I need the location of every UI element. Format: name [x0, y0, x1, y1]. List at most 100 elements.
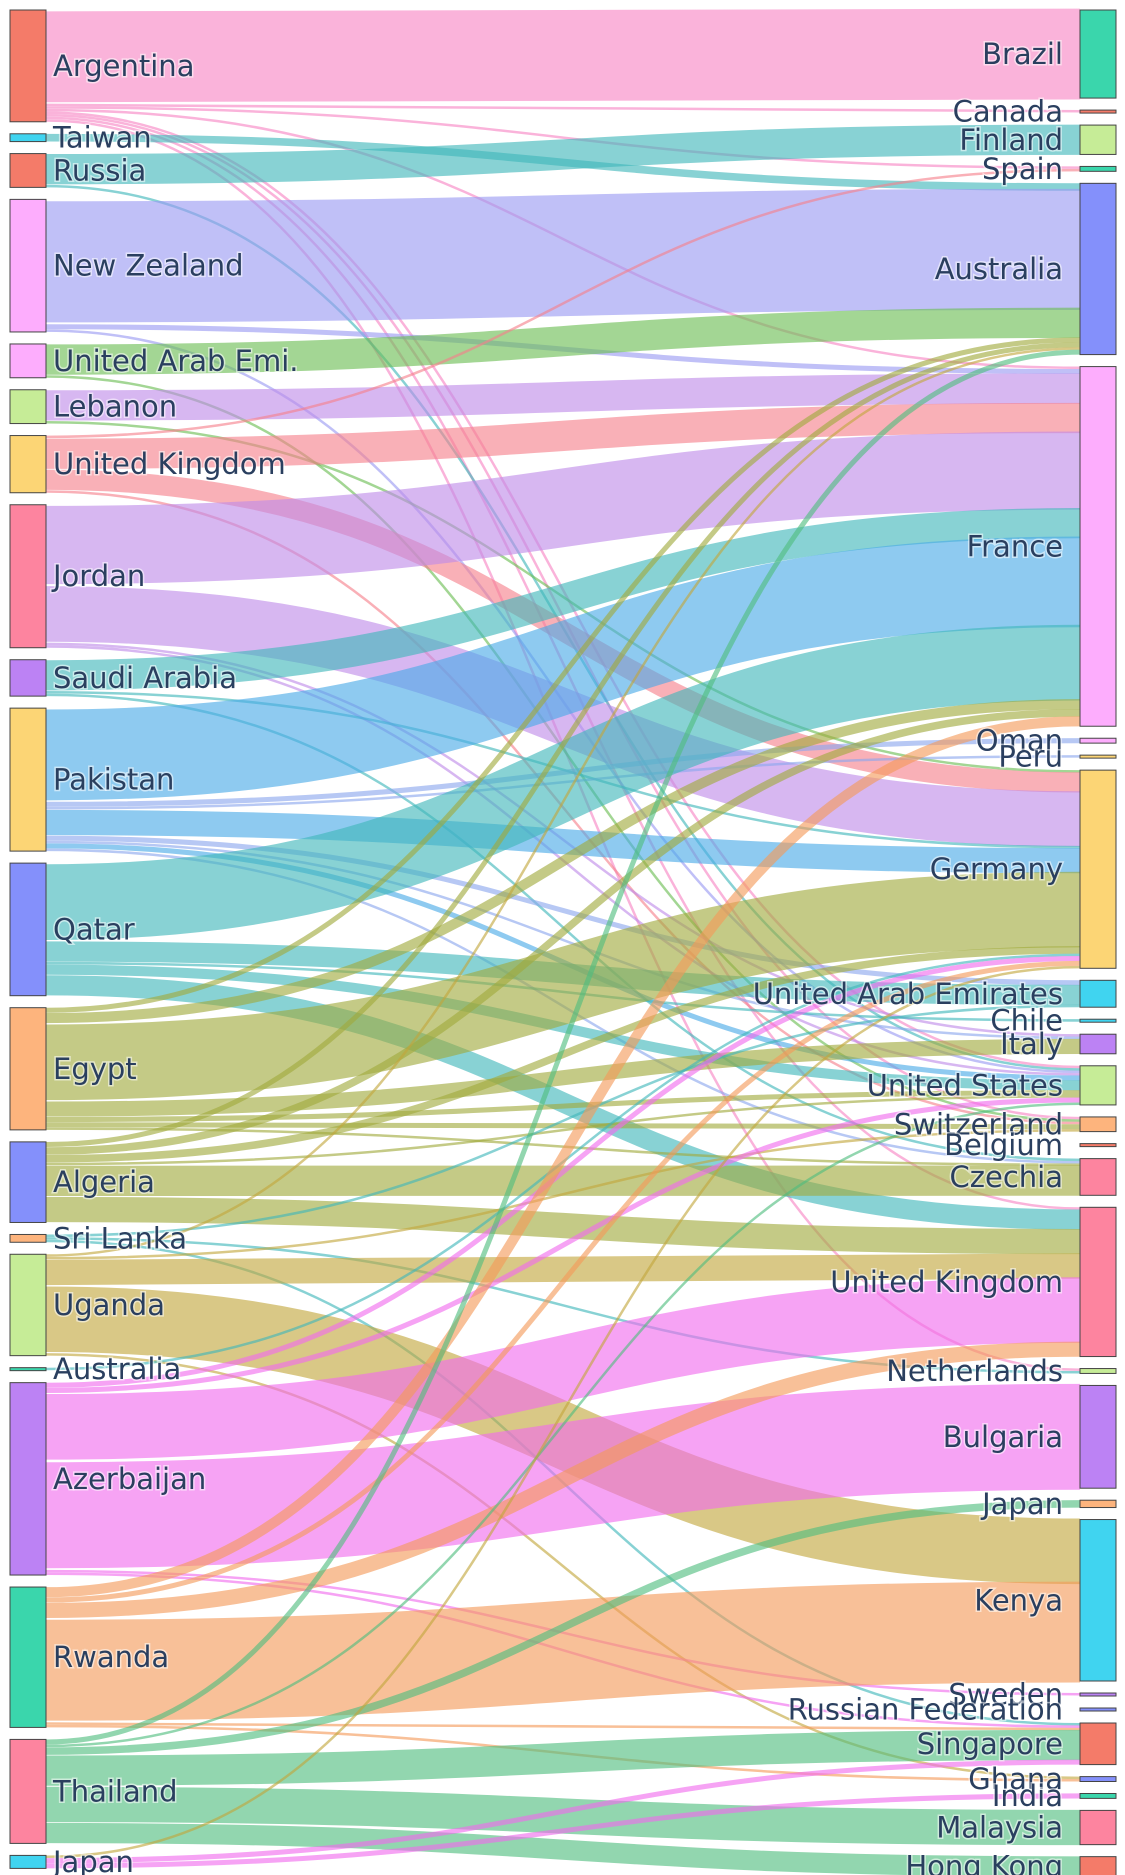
link-egypt-to-germany[interactable]	[45, 871, 1081, 1101]
link-thailand-to-singapore[interactable]	[45, 1729, 1081, 1786]
link-jordan-to-france[interactable]	[45, 431, 1081, 585]
link-uganda-to-united-kingdom[interactable]	[45, 1253, 1081, 1286]
target-node-france[interactable]	[1079, 366, 1117, 727]
link-argentina-to-canada[interactable]	[45, 103, 1081, 113]
source-node-algeria[interactable]	[9, 1141, 47, 1223]
link-rwanda-to-germany[interactable]	[45, 960, 1081, 1603]
target-node-spain[interactable]	[1079, 165, 1117, 172]
source-node-united-kingdom[interactable]	[9, 435, 47, 494]
target-node-united-arab-emirates[interactable]	[1079, 979, 1117, 1008]
link-thailand-to-japan[interactable]	[45, 1500, 1081, 1755]
target-node-italy[interactable]	[1079, 1033, 1117, 1055]
target-node-germany[interactable]	[1079, 769, 1117, 969]
target-node-hong-kong[interactable]	[1079, 1856, 1117, 1875]
target-node-netherlands[interactable]	[1079, 1368, 1117, 1374]
source-label-egypt: Egypt	[53, 1052, 137, 1086]
link-thailand-to-australia[interactable]	[45, 349, 1081, 1745]
link-pakistan-to-germany[interactable]	[45, 809, 1081, 874]
link-algeria-to-united-states[interactable]	[45, 1095, 1081, 1166]
source-node-pakistan[interactable]	[9, 707, 47, 852]
source-node-united-arab-emi[interactable]	[9, 343, 47, 379]
link-rwanda-to-france[interactable]	[45, 716, 1081, 1598]
target-node-ghana[interactable]	[1079, 1776, 1117, 1782]
target-node-czechia[interactable]	[1079, 1158, 1117, 1196]
source-node-rwanda[interactable]	[9, 1586, 47, 1728]
link-algeria-to-united-kingdom[interactable]	[45, 1196, 1081, 1255]
link-egypt-to-united-states[interactable]	[45, 1090, 1081, 1123]
source-node-saudi-arabia[interactable]	[9, 659, 47, 697]
link-thailand-to-malaysia[interactable]	[45, 1786, 1081, 1846]
link-rwanda-to-united-kingdom[interactable]	[45, 1341, 1081, 1618]
link-saudi-arabia-to-france[interactable]	[45, 508, 1081, 691]
link-azerbaijan-to-united-kingdom[interactable]	[45, 1277, 1081, 1460]
source-node-uganda[interactable]	[9, 1253, 47, 1357]
link-qatar-to-united-states[interactable]	[45, 964, 1081, 1091]
link-egypt-to-czechia[interactable]	[45, 1127, 1081, 1166]
link-uganda-to-australia[interactable]	[45, 347, 1081, 1257]
link-rwanda-to-kenya[interactable]	[45, 1581, 1081, 1721]
source-label-russia: Russia	[53, 153, 146, 187]
source-node-azerbaijan[interactable]	[9, 1382, 47, 1576]
source-label-thailand: Thailand	[52, 1774, 178, 1808]
link-egypt-to-france[interactable]	[45, 699, 1081, 1024]
source-node-qatar[interactable]	[9, 862, 47, 997]
link-rwanda-to-singapore[interactable]	[45, 1722, 1081, 1731]
target-node-singapore[interactable]	[1079, 1722, 1117, 1766]
link-azerbaijan-to-united-states[interactable]	[45, 1097, 1081, 1393]
target-node-peru[interactable]	[1079, 754, 1117, 759]
link-thailand-to-united-states[interactable]	[45, 1102, 1081, 1748]
link-pakistan-to-united-arab-emirates[interactable]	[45, 835, 1081, 986]
source-node-taiwan[interactable]	[9, 133, 47, 143]
link-united-kingdom-to-france[interactable]	[45, 402, 1081, 469]
link-argentina-to-brazil[interactable]	[45, 8, 1081, 103]
link-uganda-to-switzerland[interactable]	[45, 1129, 1081, 1260]
target-node-japan[interactable]	[1079, 1499, 1117, 1509]
link-japan-to-singapore[interactable]	[45, 1759, 1081, 1864]
target-node-united-states[interactable]	[1079, 1065, 1117, 1106]
target-node-brazil[interactable]	[1079, 9, 1117, 99]
target-node-kenya[interactable]	[1079, 1519, 1117, 1682]
source-node-japan[interactable]	[9, 1854, 47, 1869]
target-node-switzerland[interactable]	[1079, 1116, 1117, 1133]
link-russia-to-finland[interactable]	[45, 124, 1081, 185]
target-node-oman[interactable]	[1079, 737, 1117, 744]
target-label-switzerland: Switzerland	[894, 1107, 1063, 1141]
link-new-zealand-to-australia[interactable]	[45, 188, 1081, 323]
source-node-new-zealand[interactable]	[9, 198, 47, 333]
link-azerbaijan-to-germany[interactable]	[45, 955, 1081, 1388]
target-node-belgium[interactable]	[1079, 1143, 1117, 1148]
link-algeria-to-france[interactable]	[45, 708, 1081, 1155]
link-united-arab-emi-to-australia[interactable]	[45, 307, 1081, 375]
link-algeria-to-australia[interactable]	[45, 342, 1081, 1148]
target-node-russian-federation[interactable]	[1079, 1707, 1117, 1712]
link-algeria-to-germany[interactable]	[45, 946, 1081, 1163]
target-node-chile[interactable]	[1079, 1018, 1117, 1023]
link-argentina-to-spain[interactable]	[45, 106, 1081, 169]
link-united-kingdom-to-spain[interactable]	[45, 168, 1081, 439]
source-node-russia[interactable]	[9, 153, 47, 188]
source-node-lebanon[interactable]	[9, 389, 47, 425]
target-node-canada[interactable]	[1079, 109, 1117, 114]
source-label-japan: Japan	[51, 1845, 134, 1875]
target-node-finland[interactable]	[1079, 124, 1117, 155]
source-node-argentina[interactable]	[9, 9, 47, 123]
source-node-australia[interactable]	[9, 1367, 47, 1372]
source-node-thailand[interactable]	[9, 1738, 47, 1844]
target-node-malaysia[interactable]	[1079, 1809, 1117, 1846]
link-egypt-to-australia[interactable]	[45, 337, 1081, 1013]
link-jordan-to-germany[interactable]	[45, 586, 1081, 847]
target-node-australia[interactable]	[1079, 182, 1117, 356]
target-node-sweden[interactable]	[1079, 1692, 1117, 1697]
target-node-india[interactable]	[1079, 1792, 1117, 1799]
target-node-bulgaria[interactable]	[1079, 1384, 1117, 1489]
source-node-sri-lanka[interactable]	[9, 1233, 47, 1243]
link-pakistan-to-france[interactable]	[45, 536, 1081, 801]
link-qatar-to-france[interactable]	[45, 624, 1081, 940]
target-node-united-kingdom[interactable]	[1079, 1206, 1117, 1358]
link-japan-to-germany[interactable]	[45, 965, 1081, 1858]
link-thailand-to-hong-kong[interactable]	[45, 1822, 1081, 1875]
link-egypt-to-italy[interactable]	[45, 1038, 1081, 1117]
source-node-jordan[interactable]	[9, 504, 47, 649]
link-japan-to-india[interactable]	[45, 1793, 1081, 1869]
source-node-egypt[interactable]	[9, 1007, 47, 1131]
